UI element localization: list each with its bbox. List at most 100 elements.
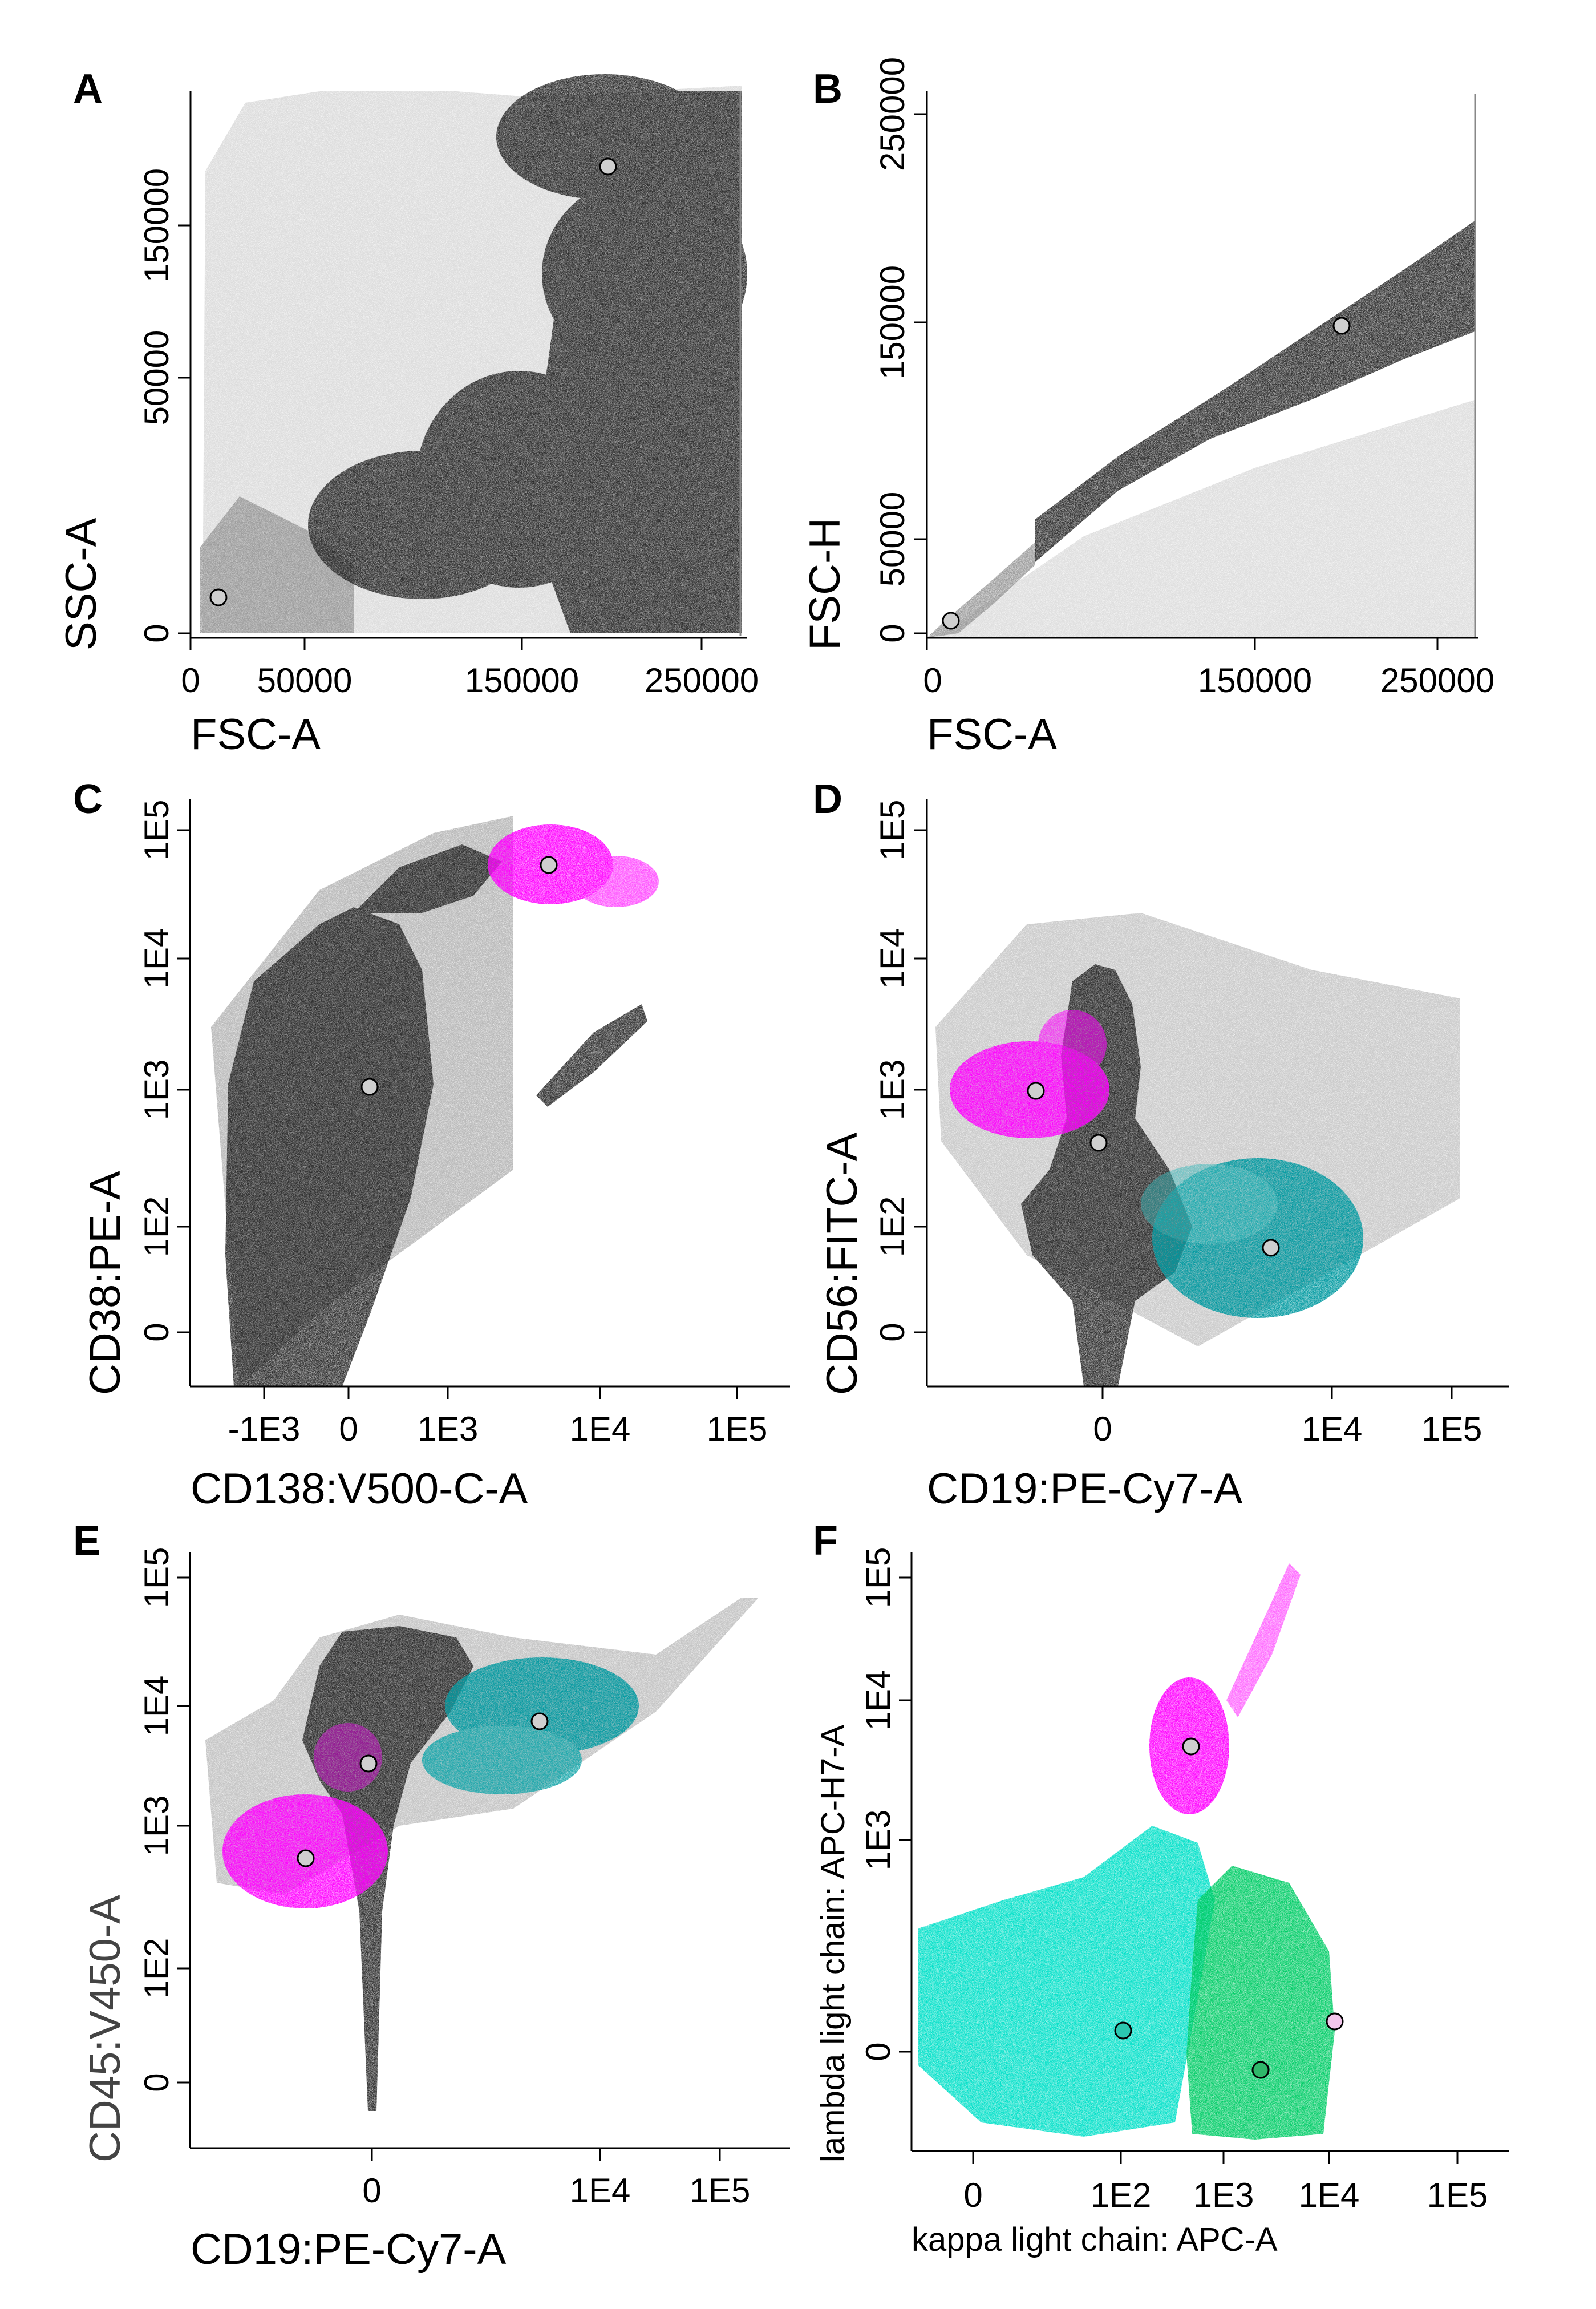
panel-a-x-label: FSC-A [191, 710, 321, 759]
panel-a-y-tick-0: 0 [137, 624, 176, 642]
panel-c: C [73, 777, 790, 1513]
panel-a: A [57, 66, 759, 759]
panel-d-centroid-plasma-cells [1027, 1082, 1045, 1100]
panel-e: E [73, 1518, 790, 2274]
panel-c-x-tick-1: 0 [339, 1410, 358, 1448]
panel-b-y-tick-3: 250000 [873, 57, 912, 171]
panel-d-plot-area [935, 913, 1460, 1386]
panel-f-y-tick-3: 1E5 [859, 1547, 897, 1608]
panel-e-b-cell-population [422, 1657, 639, 1794]
panel-d-y-tick-3: 1E4 [873, 928, 912, 989]
panel-e-y-label: CD45:V450-A [81, 1895, 129, 2162]
panel-a-y-label: SSC-A [57, 517, 106, 650]
panel-c-x-label: CD138:V500-C-A [191, 1465, 528, 1513]
panel-b-singlet-population [1035, 220, 1476, 562]
panel-b-y-tick-1: 50000 [873, 492, 912, 587]
panel-c-x-tick-4: 1E5 [707, 1410, 768, 1448]
panel-e-x-label: CD19:PE-Cy7-A [191, 2225, 507, 2274]
panel-d: D [813, 777, 1509, 1513]
panel-d-x-label: CD19:PE-Cy7-A [927, 1465, 1243, 1513]
panel-f-centroid-kappa [1251, 2061, 1270, 2079]
panel-e-plot-area [205, 1598, 759, 2111]
panel-b-plot-area [927, 94, 1476, 638]
panel-c-plot-area [211, 816, 659, 1386]
panel-b-centroid-doublets [942, 612, 960, 630]
panel-label-c: C [73, 777, 103, 822]
panel-f-y-tick-0: 0 [859, 2042, 897, 2061]
panel-e-x-tick-1: 1E4 [570, 2171, 631, 2210]
panel-e-y-tick-0: 0 [137, 2073, 176, 2092]
panel-c-centroid-plasma-cells [540, 856, 558, 874]
panel-label-f: F [813, 1518, 838, 1564]
panel-d-x-tick-0: 0 [1093, 1410, 1112, 1448]
panel-d-b-cell-population [1141, 1158, 1363, 1318]
panel-f-x-tick-4: 1E5 [1427, 2176, 1488, 2214]
panel-f-y-tick-2: 1E4 [859, 1670, 897, 1731]
panel-e-y-tick-1: 1E2 [137, 1938, 176, 1999]
panel-a-y-tick-1: 50000 [137, 330, 176, 426]
panel-label-d: D [813, 777, 842, 822]
panel-c-y-tick-4: 1E5 [137, 800, 176, 861]
panel-f-centroid-lambda [1182, 1737, 1200, 1756]
panel-b-axes: 0 150000 250000 0 50000 150000 250000 FS… [801, 57, 1494, 759]
panel-c-leukocyte-population [225, 844, 647, 1386]
panel-d-y-label: CD56:FITC-A [818, 1132, 866, 1395]
panel-e-axes: 0 1E4 1E5 0 1E2 1E3 1E4 1E5 CD19:PE-Cy7-… [81, 1547, 790, 2274]
panel-b-x-label: FSC-A [927, 710, 1057, 759]
panel-c-y-label: CD38:PE-A [81, 1171, 129, 1395]
panel-b-x-tick-1: 150000 [1198, 661, 1312, 699]
panel-c-centroid-leukocytes [360, 1078, 379, 1096]
panel-c-x-tick-0: -1E3 [228, 1410, 301, 1448]
panel-e-y-tick-2: 1E3 [137, 1796, 176, 1857]
panel-e-centroid-plasma-cells [297, 1849, 315, 1867]
panel-b-y-label: FSC-H [801, 518, 849, 650]
panel-b-x-tick-0: 0 [923, 661, 942, 699]
panel-a-x-tick-3: 250000 [645, 661, 759, 699]
panel-e-centroid-b-cells [530, 1712, 549, 1730]
panel-f-lambda-negative-population [918, 1826, 1215, 2137]
panel-c-axes: -1E3 0 1E3 1E4 1E5 0 1E2 1E3 1E4 1E5 CD1… [81, 799, 790, 1513]
panel-label-a: A [73, 66, 103, 112]
panel-f-x-tick-2: 1E3 [1193, 2176, 1254, 2214]
panel-c-x-tick-3: 1E4 [570, 1410, 631, 1448]
panel-f-lambda-population [1149, 1563, 1301, 1814]
panel-f-axes: 0 1E2 1E3 1E4 1E5 0 1E3 1E4 1E5 kappa li… [815, 1547, 1509, 2258]
panel-a-x-tick-0: 0 [181, 661, 200, 699]
panel-c-y-tick-2: 1E3 [137, 1060, 176, 1121]
panel-a-centroid-debris [209, 588, 228, 606]
panel-f-y-tick-1: 1E3 [859, 1810, 897, 1871]
panel-a-centroid-leukocytes [599, 157, 617, 176]
panel-f-x-tick-3: 1E4 [1299, 2176, 1360, 2214]
panel-d-centroid-b-cells [1262, 1239, 1280, 1257]
panel-d-x-tick-2: 1E5 [1421, 1410, 1482, 1448]
panel-d-x-tick-1: 1E4 [1302, 1410, 1363, 1448]
panel-a-gated-population [308, 74, 747, 633]
panel-a-debris-population [200, 496, 354, 633]
panel-d-y-tick-0: 0 [873, 1323, 912, 1341]
panel-a-plot-area [200, 74, 747, 636]
panel-a-x-tick-1: 50000 [257, 661, 353, 699]
panel-f-x-tick-0: 0 [963, 2176, 982, 2214]
panel-d-y-tick-1: 1E2 [873, 1196, 912, 1257]
panel-f-x-label: kappa light chain: APC-A [912, 2221, 1278, 2258]
panel-c-y-tick-1: 1E2 [137, 1196, 176, 1257]
panel-e-x-tick-2: 1E5 [690, 2171, 751, 2210]
panel-f: F [813, 1518, 1509, 2258]
panel-e-y-tick-3: 1E4 [137, 1676, 176, 1737]
panel-f-centroid-outlier [1326, 2012, 1344, 2031]
panel-d-centroid-leukocytes [1089, 1134, 1108, 1152]
panel-a-y-tick-2: 150000 [137, 168, 176, 282]
panel-e-centroid-leukocytes [359, 1754, 378, 1773]
panel-e-y-tick-4: 1E5 [137, 1547, 176, 1608]
panel-d-axes: 0 1E4 1E5 0 1E2 1E3 1E4 1E5 CD19:PE-Cy7-… [818, 799, 1509, 1513]
panel-f-centroid-lambda-negative [1114, 2021, 1132, 2040]
panel-f-kappa-population [1186, 1866, 1335, 2140]
panel-c-plasma-cell-population [488, 824, 659, 907]
panel-c-y-tick-3: 1E4 [137, 928, 176, 989]
panel-a-x-tick-2: 150000 [465, 661, 579, 699]
panel-label-b: B [813, 66, 842, 112]
panel-e-x-tick-0: 0 [362, 2171, 381, 2210]
panel-b-y-tick-2: 150000 [873, 265, 912, 379]
panel-d-y-tick-4: 1E5 [873, 800, 912, 861]
